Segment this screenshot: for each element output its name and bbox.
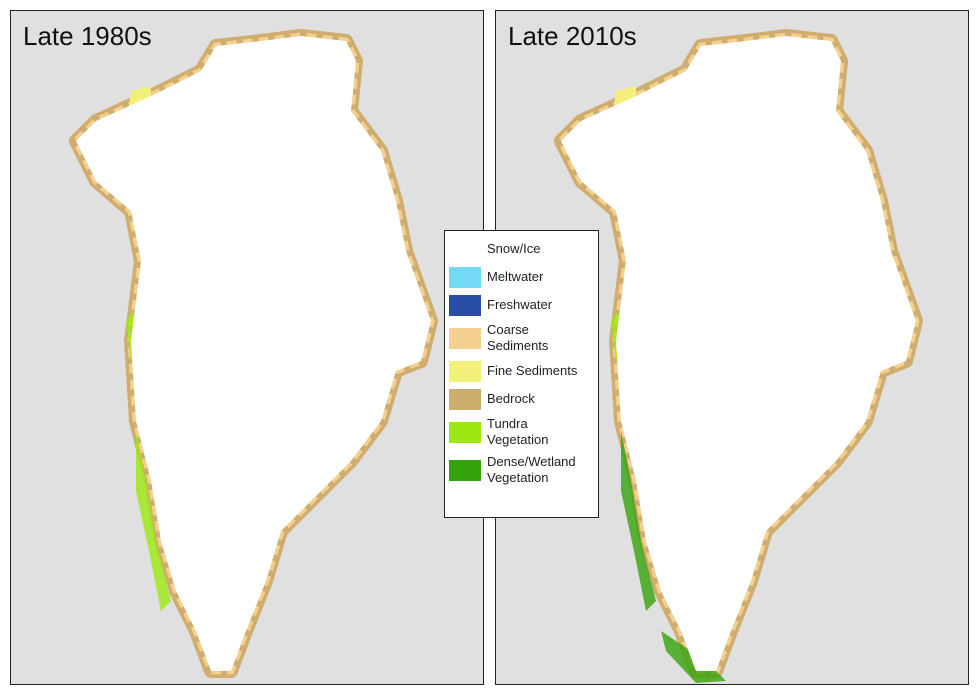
- vegetation: [621, 431, 656, 611]
- ice-sheet: [561, 36, 916, 671]
- legend-swatch: [449, 238, 481, 260]
- map-panel: Late 2010s: [495, 10, 969, 685]
- legend-label: Coarse Sediments: [487, 322, 549, 353]
- vegetation: [136, 431, 171, 611]
- panel-title: Late 2010s: [508, 21, 637, 51]
- legend-entry: Tundra Vegetation: [449, 416, 594, 448]
- legend-entry: Freshwater: [449, 294, 594, 316]
- legend-entry: Fine Sediments: [449, 360, 594, 382]
- legend-swatch: [449, 388, 481, 410]
- legend-entry: Bedrock: [449, 388, 594, 410]
- legend-swatch: [449, 266, 481, 288]
- panel-title: Late 1980s: [23, 21, 152, 51]
- legend-entry: Snow/Ice: [449, 238, 594, 260]
- legend-label: Bedrock: [487, 391, 535, 406]
- legend-swatch: [449, 327, 481, 349]
- legend-swatch: [449, 360, 481, 382]
- legend-swatch: [449, 459, 481, 481]
- legend-label: Freshwater: [487, 297, 553, 312]
- ice-sheet: [76, 36, 431, 671]
- legend-entry: Dense/Wetland Vegetation: [449, 454, 594, 486]
- legend-swatch: [449, 421, 481, 443]
- legend-swatch: [449, 294, 481, 316]
- legend-label: Dense/Wetland Vegetation: [487, 454, 576, 485]
- legend-label: Tundra Vegetation: [487, 416, 549, 447]
- legend-entry: Meltwater: [449, 266, 594, 288]
- legend-label: Snow/Ice: [487, 241, 541, 256]
- legend: Snow/Ice Meltwater Freshwater Coarse Sedime…: [444, 230, 599, 518]
- map: [69, 29, 438, 678]
- map-panel: Late 1980s: [10, 10, 484, 685]
- legend-label: Fine Sediments: [487, 363, 578, 378]
- legend-entry: Coarse Sediments: [449, 322, 594, 354]
- map: [554, 29, 923, 683]
- legend-label: Meltwater: [487, 269, 544, 284]
